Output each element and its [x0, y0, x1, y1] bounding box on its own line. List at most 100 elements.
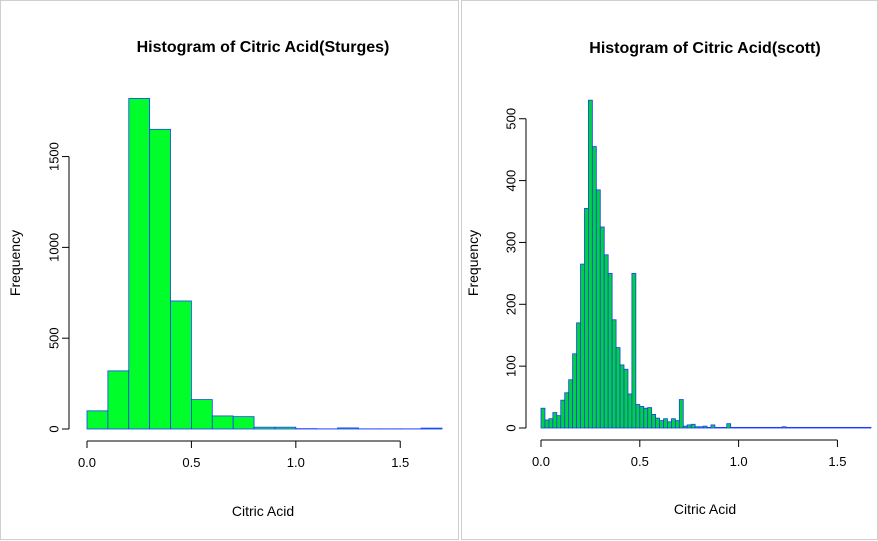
- histogram-bar: [687, 425, 691, 428]
- histogram-bar: [561, 400, 565, 428]
- x-tick-label: 0.5: [631, 454, 649, 469]
- histogram-bar: [853, 427, 857, 428]
- histogram-bar: [656, 418, 660, 428]
- histogram-scott-panel: Histogram of Citric Acid(scott) Citric A…: [461, 0, 878, 540]
- x-tick-label: 1.0: [287, 455, 305, 470]
- histogram-bar: [778, 427, 782, 428]
- histogram-bar: [421, 428, 442, 429]
- histogram-bar: [191, 400, 212, 429]
- y-tick-label: 0: [47, 425, 62, 432]
- bars: [87, 98, 442, 429]
- histogram-bar: [723, 427, 727, 428]
- histogram-bar: [577, 323, 581, 428]
- bars: [541, 100, 871, 428]
- histogram-sturges-chart: Histogram of Citric Acid(Sturges) Citric…: [1, 1, 460, 541]
- histogram-bar: [794, 427, 798, 428]
- histogram-bar: [833, 427, 837, 428]
- histogram-bar: [150, 129, 171, 429]
- histogram-bar: [743, 427, 747, 428]
- y-axis-label: Frequency: [465, 230, 481, 296]
- x-tick-label: 0.0: [78, 455, 96, 470]
- y-tick-label: 300: [504, 232, 519, 254]
- histogram-bar: [675, 421, 679, 428]
- histogram-bar: [770, 427, 774, 428]
- histogram-bar: [644, 408, 648, 428]
- histogram-bar: [719, 427, 723, 428]
- y-tick-label: 100: [504, 355, 519, 377]
- histogram-bar: [699, 427, 703, 428]
- y-tick-label: 500: [504, 108, 519, 130]
- histogram-bar: [648, 408, 652, 428]
- histogram-bar: [129, 98, 150, 429]
- histogram-bar: [857, 427, 861, 428]
- histogram-bar: [628, 394, 632, 428]
- histogram-bar: [171, 301, 192, 429]
- histogram-bar: [87, 411, 108, 429]
- histogram-bar: [822, 427, 826, 428]
- histogram-bar: [766, 427, 770, 428]
- histogram-bar: [616, 348, 620, 428]
- histogram-bar: [806, 427, 810, 428]
- histogram-bar: [754, 427, 758, 428]
- histogram-bar: [691, 424, 695, 428]
- histogram-bar: [612, 320, 616, 428]
- histogram-bar: [569, 380, 573, 428]
- histogram-bar: [604, 255, 608, 428]
- histogram-bar: [596, 190, 600, 428]
- histogram-bar: [707, 427, 711, 428]
- y-axis-label: Frequency: [7, 230, 23, 296]
- histogram-bar: [786, 427, 790, 428]
- y-tick-label: 400: [504, 170, 519, 192]
- histogram-bar: [108, 371, 129, 429]
- histogram-bar: [632, 273, 636, 428]
- histogram-bar: [849, 427, 853, 428]
- histogram-bar: [782, 427, 786, 428]
- histogram-bar: [758, 427, 762, 428]
- histogram-bar: [703, 426, 707, 428]
- x-tick-label: 1.5: [828, 454, 846, 469]
- histogram-bar: [814, 427, 818, 428]
- histogram-bar: [667, 422, 671, 428]
- histogram-bar: [338, 428, 359, 429]
- x-tick-label: 1.0: [730, 454, 748, 469]
- histogram-bar: [671, 419, 675, 428]
- y-tick-label: 1000: [47, 233, 62, 262]
- histogram-bar: [683, 426, 687, 428]
- histogram-bar: [545, 420, 549, 428]
- x-axis-label: Citric Acid: [674, 501, 736, 517]
- histogram-bar: [715, 427, 719, 428]
- histogram-bar: [624, 369, 628, 428]
- histogram-bar: [636, 404, 640, 428]
- histogram-bar: [739, 427, 743, 428]
- histogram-bar: [541, 408, 545, 428]
- histogram-bar: [640, 406, 644, 428]
- histogram-bar: [841, 427, 845, 428]
- histogram-bar: [762, 427, 766, 428]
- histogram-bar: [747, 427, 751, 428]
- histogram-bar: [660, 421, 664, 428]
- histogram-bar: [553, 413, 557, 428]
- histogram-bar: [573, 354, 577, 428]
- histogram-bar: [275, 427, 296, 429]
- histogram-bar: [711, 425, 715, 428]
- histogram-bar: [212, 416, 233, 429]
- histogram-bar: [826, 427, 830, 428]
- x-axis-label: Citric Acid: [232, 503, 294, 519]
- histogram-bar: [735, 427, 739, 428]
- histogram-bar: [233, 417, 254, 429]
- histogram-bar: [774, 427, 778, 428]
- histogram-bar: [818, 427, 822, 428]
- histogram-bar: [584, 208, 588, 428]
- histogram-bar: [837, 427, 841, 428]
- histogram-bar: [254, 427, 275, 429]
- histogram-bar: [549, 419, 553, 428]
- histogram-bar: [810, 427, 814, 428]
- y-tick-label: 500: [47, 327, 62, 349]
- histogram-bar: [695, 427, 699, 428]
- histogram-bar: [869, 427, 871, 428]
- histogram-bar: [608, 273, 612, 428]
- histogram-bar: [652, 414, 656, 428]
- x-tick-label: 0.5: [182, 455, 200, 470]
- histogram-bar: [557, 416, 561, 428]
- histogram-bar: [790, 427, 794, 428]
